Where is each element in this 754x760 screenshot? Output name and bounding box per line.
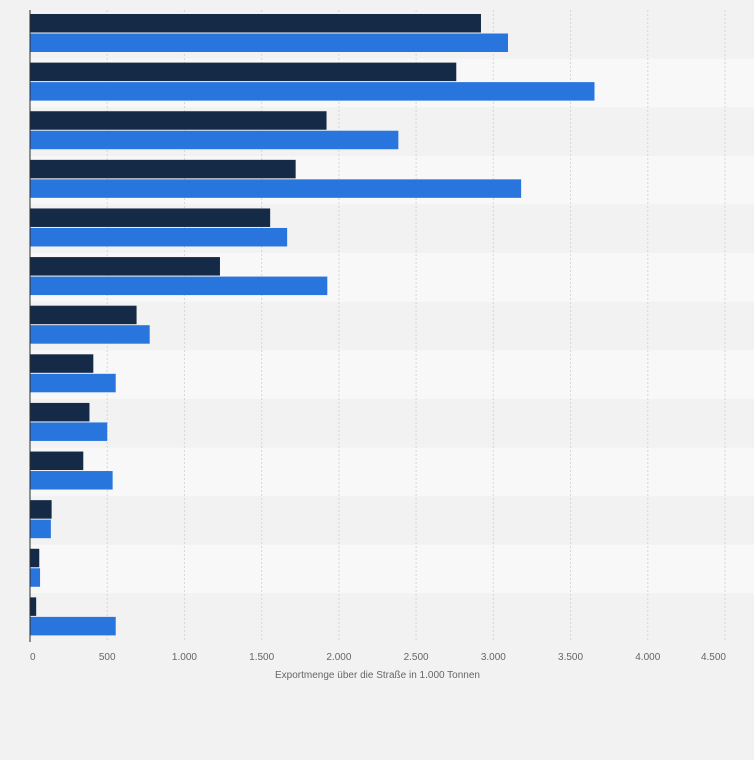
- row-bands: [30, 58, 754, 594]
- bar-series-1: [30, 159, 296, 179]
- bar-series-1: [30, 62, 457, 82]
- x-tick-label: 3.500: [558, 652, 583, 663]
- x-tick-label: 2.000: [326, 652, 351, 663]
- bar-series-2: [30, 471, 113, 490]
- bar-series-2: [30, 130, 399, 150]
- x-tick-label: 4.500: [701, 652, 726, 663]
- row-band: [30, 350, 754, 399]
- bar-series-1: [30, 451, 84, 471]
- bar-series-2: [30, 179, 522, 198]
- bar-series-1: [30, 305, 137, 325]
- bar-series-2: [30, 373, 116, 393]
- bar-series-1: [30, 500, 52, 519]
- bar-series-2: [30, 616, 116, 636]
- x-axis-title: Exportmenge über die Straße in 1.000 Ton…: [275, 670, 480, 681]
- bar-series-1: [30, 548, 40, 568]
- x-tick-label: 500: [99, 652, 116, 663]
- bar-series-2: [30, 82, 595, 101]
- x-axis-ticks: 0 500 1.000 1.500 2.000 2.500 3.000 3.500 4.000 4…: [30, 652, 726, 663]
- bar-series-1: [30, 402, 90, 422]
- bar-series-2: [30, 325, 150, 344]
- bar-series-2: [30, 276, 328, 296]
- bar-series-2: [30, 33, 509, 52]
- x-tick-label: 4.000: [635, 652, 660, 663]
- x-tick-label: 3.000: [481, 652, 506, 663]
- bar-series-2: [30, 227, 288, 247]
- bar-series-1: [30, 257, 220, 276]
- x-tick-label: 0: [30, 652, 36, 663]
- bars: [30, 14, 595, 636]
- bar-series-1: [30, 208, 271, 227]
- row-band: [30, 447, 754, 497]
- bar-series-1: [30, 111, 327, 130]
- bar-series-2: [30, 568, 41, 587]
- bar-series-1: [30, 354, 94, 373]
- x-tick-label: 1.500: [249, 652, 274, 663]
- row-band: [30, 544, 754, 594]
- bar-series-2: [30, 422, 108, 441]
- x-tick-label: 1.000: [172, 652, 197, 663]
- bar-series-1: [30, 14, 481, 33]
- bar-series-1: [30, 597, 37, 616]
- bar-series-2: [30, 519, 51, 539]
- x-tick-label: 2.500: [404, 652, 429, 663]
